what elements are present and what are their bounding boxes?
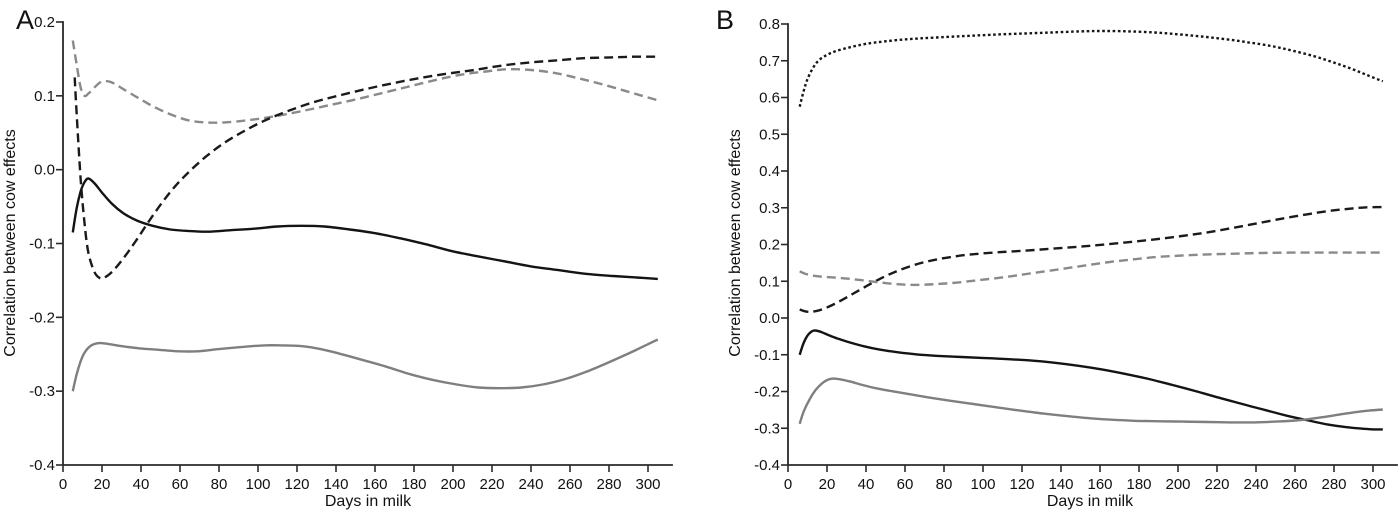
series-black-solid [798, 329, 1383, 431]
y-tick-label: 0.1 [34, 88, 55, 105]
series-black-dashed [73, 55, 658, 280]
series-black-dashed [799, 205, 1383, 314]
y-tick-label: 0.2 [34, 14, 55, 31]
x-tick-label: 260 [557, 476, 582, 493]
x-tick-label: 160 [1087, 476, 1112, 493]
y-tick-label: -0.1 [754, 347, 780, 364]
axis-lines [62, 21, 673, 466]
y-tick-label: 0.7 [759, 53, 780, 70]
y-tick-label: 0.3 [759, 200, 780, 217]
x-tick-label: 140 [323, 476, 348, 493]
x-tick-label: 120 [1009, 476, 1034, 493]
y-tick-label: -0.2 [754, 384, 780, 401]
axis-lines [787, 23, 1398, 466]
y-axis-title-b: Correlation between cow effects [727, 129, 744, 356]
x-tick-label: 120 [284, 476, 309, 493]
x-tick-label: 20 [94, 476, 111, 493]
plot-b: B Correlation between cow effects Days i… [716, 5, 1398, 510]
x-tick-label: 0 [59, 476, 67, 493]
x-tick-label: 100 [245, 476, 270, 493]
x-tick-label: 80 [936, 476, 953, 493]
x-tick-label: 300 [635, 476, 660, 493]
x-tick-label: 160 [362, 476, 387, 493]
panel-b-letter: B [716, 5, 734, 35]
x-tick-label: 80 [211, 476, 228, 493]
plot-a: A Correlation between cow effects Days i… [2, 5, 673, 510]
series-gray-dashed [799, 251, 1383, 287]
y-tick-label: 0.4 [759, 163, 780, 180]
x-tick-label: 40 [858, 476, 875, 493]
x-tick-label: 0 [784, 476, 792, 493]
y-tick-label: 0.5 [759, 126, 780, 143]
y-tick-label: 0.0 [34, 162, 55, 179]
x-tick-label: 140 [1048, 476, 1073, 493]
x-tick-label: 180 [401, 476, 426, 493]
x-tick-label: 100 [970, 476, 995, 493]
y-tick-label: 0.2 [759, 237, 780, 254]
y-tick-label: 0.8 [759, 16, 780, 33]
x-tick-label: 280 [596, 476, 621, 493]
panel-b: B Correlation between cow effects Days i… [700, 0, 1400, 518]
x-tick-label: 280 [1321, 476, 1346, 493]
y-tick-label: -0.4 [29, 457, 55, 474]
series-gray-dashed [71, 40, 659, 124]
y-tick-label: -0.3 [29, 383, 55, 400]
y-tick-label: 0.6 [759, 90, 780, 107]
x-tick-label: 40 [133, 476, 150, 493]
panel-a-letter: A [16, 5, 34, 35]
x-tick-label: 300 [1360, 476, 1385, 493]
series-black-dotted [798, 29, 1384, 107]
x-tick-label: 200 [1165, 476, 1190, 493]
x-tick-label: 240 [518, 476, 543, 493]
x-tick-label: 200 [440, 476, 465, 493]
y-tick-label: -0.3 [754, 420, 780, 437]
x-tick-label: 20 [819, 476, 836, 493]
series-black-solid [71, 177, 658, 281]
series-gray-solid [798, 377, 1383, 425]
chart-layer-a: 0.2 0.1 0.0 -0.1 -0.2 -0.3 -0.40 20 40 60 80 100 120… [29, 14, 673, 493]
y-tick-label: -0.2 [29, 309, 55, 326]
x-axis-title-b: Days in milk [1047, 493, 1134, 510]
x-tick-label: 60 [172, 476, 189, 493]
x-tick-label: 220 [479, 476, 504, 493]
x-axis-title-a: Days in milk [325, 493, 412, 510]
x-tick-label: 60 [897, 476, 914, 493]
y-tick-label: 0.0 [759, 310, 780, 327]
chart-layer-b: 0.8 0.7 0.6 0.5 0.4 0.3 0.2 0.1 0.0 -0.1 -0.2 -0.3 -… [754, 16, 1398, 493]
y-tick-label: -0.4 [754, 457, 780, 474]
y-tick-label: -0.1 [29, 236, 55, 253]
x-tick-label: 220 [1204, 476, 1229, 493]
y-tick-label: 0.1 [759, 273, 780, 290]
y-axis-title-a: Correlation between cow effects [2, 129, 19, 356]
panel-a: A Correlation between cow effects Days i… [2, 5, 673, 510]
x-tick-label: 240 [1243, 476, 1268, 493]
x-tick-label: 180 [1126, 476, 1151, 493]
x-tick-label: 260 [1282, 476, 1307, 493]
series-gray-solid [71, 338, 659, 392]
